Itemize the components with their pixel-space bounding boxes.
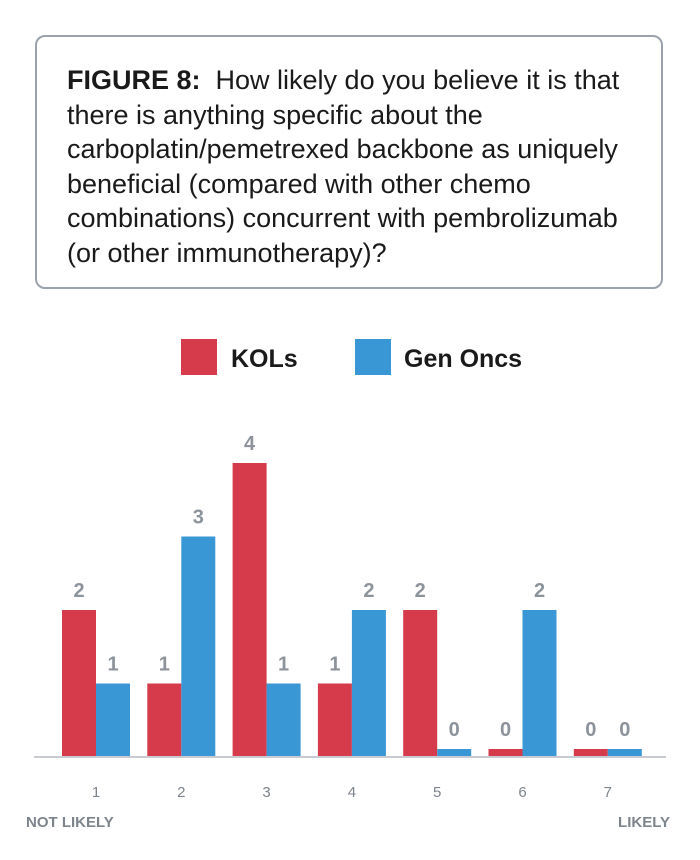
bars bbox=[62, 463, 642, 757]
x-tick-label-3: 3 bbox=[262, 784, 270, 801]
bar-kols-2 bbox=[147, 683, 182, 757]
value-label-kols-6: 0 bbox=[500, 719, 511, 741]
x-axis-ticks: 1 2 3 4 5 6 7 bbox=[92, 784, 612, 801]
bar-kols-4 bbox=[317, 683, 352, 757]
value-label-kols-1: 2 bbox=[73, 580, 84, 602]
value-label-gen-oncs-4: 2 bbox=[363, 580, 374, 602]
value-label-gen-oncs-7: 0 bbox=[619, 719, 630, 741]
value-label-gen-oncs-2: 3 bbox=[193, 507, 204, 529]
value-label-kols-3: 4 bbox=[244, 433, 256, 455]
x-tick-label-4: 4 bbox=[348, 784, 356, 801]
bar-gen-oncs-6 bbox=[522, 610, 557, 757]
title-box: FIGURE 8: How likely do you believe it i… bbox=[35, 35, 663, 289]
bar-gen-oncs-1 bbox=[96, 683, 130, 757]
legend-label-kols: KOLs bbox=[231, 345, 298, 373]
legend-swatch-gen-oncs bbox=[355, 339, 391, 375]
value-label-kols-5: 2 bbox=[415, 580, 426, 602]
bar-gen-oncs-5 bbox=[437, 749, 472, 757]
bar-gen-oncs-4 bbox=[351, 610, 386, 757]
bar-kols-7 bbox=[573, 749, 608, 757]
scale-high-label: LIKELY bbox=[618, 814, 670, 831]
value-label-gen-oncs-1: 1 bbox=[107, 654, 118, 676]
value-label-gen-oncs-3: 1 bbox=[278, 654, 289, 676]
bar-gen-oncs-2 bbox=[181, 536, 216, 757]
x-tick-label-2: 2 bbox=[177, 784, 185, 801]
bar-kols-6 bbox=[488, 749, 523, 757]
legend: KOLs Gen Oncs bbox=[181, 339, 522, 375]
x-tick-label-7: 7 bbox=[604, 784, 612, 801]
value-labels: 2 1 1 3 4 1 1 2 2 0 0 2 0 0 bbox=[73, 433, 630, 741]
x-tick-label-5: 5 bbox=[433, 784, 441, 801]
x-tick-label-1: 1 bbox=[92, 784, 100, 801]
value-label-kols-7: 0 bbox=[585, 719, 596, 741]
legend-label-gen-oncs: Gen Oncs bbox=[404, 345, 522, 373]
figure-question: How likely do you believe it is that the… bbox=[67, 65, 620, 268]
bar-kols-5 bbox=[403, 610, 438, 757]
chart-title: FIGURE 8: How likely do you believe it i… bbox=[67, 63, 631, 270]
bar-gen-oncs-7 bbox=[607, 749, 642, 757]
scale-low-label: NOT LIKELY bbox=[26, 814, 114, 831]
value-label-kols-2: 1 bbox=[159, 654, 170, 676]
figure-label: FIGURE 8: bbox=[67, 65, 201, 95]
value-label-gen-oncs-6: 2 bbox=[534, 580, 545, 602]
bar-kols-1 bbox=[62, 610, 96, 757]
bar-gen-oncs-3 bbox=[266, 683, 301, 757]
value-label-gen-oncs-5: 0 bbox=[449, 719, 460, 741]
x-tick-label-6: 6 bbox=[518, 784, 526, 801]
bar-kols-3 bbox=[232, 463, 267, 757]
legend-swatch-kols bbox=[181, 339, 217, 375]
value-label-kols-4: 1 bbox=[329, 654, 340, 676]
